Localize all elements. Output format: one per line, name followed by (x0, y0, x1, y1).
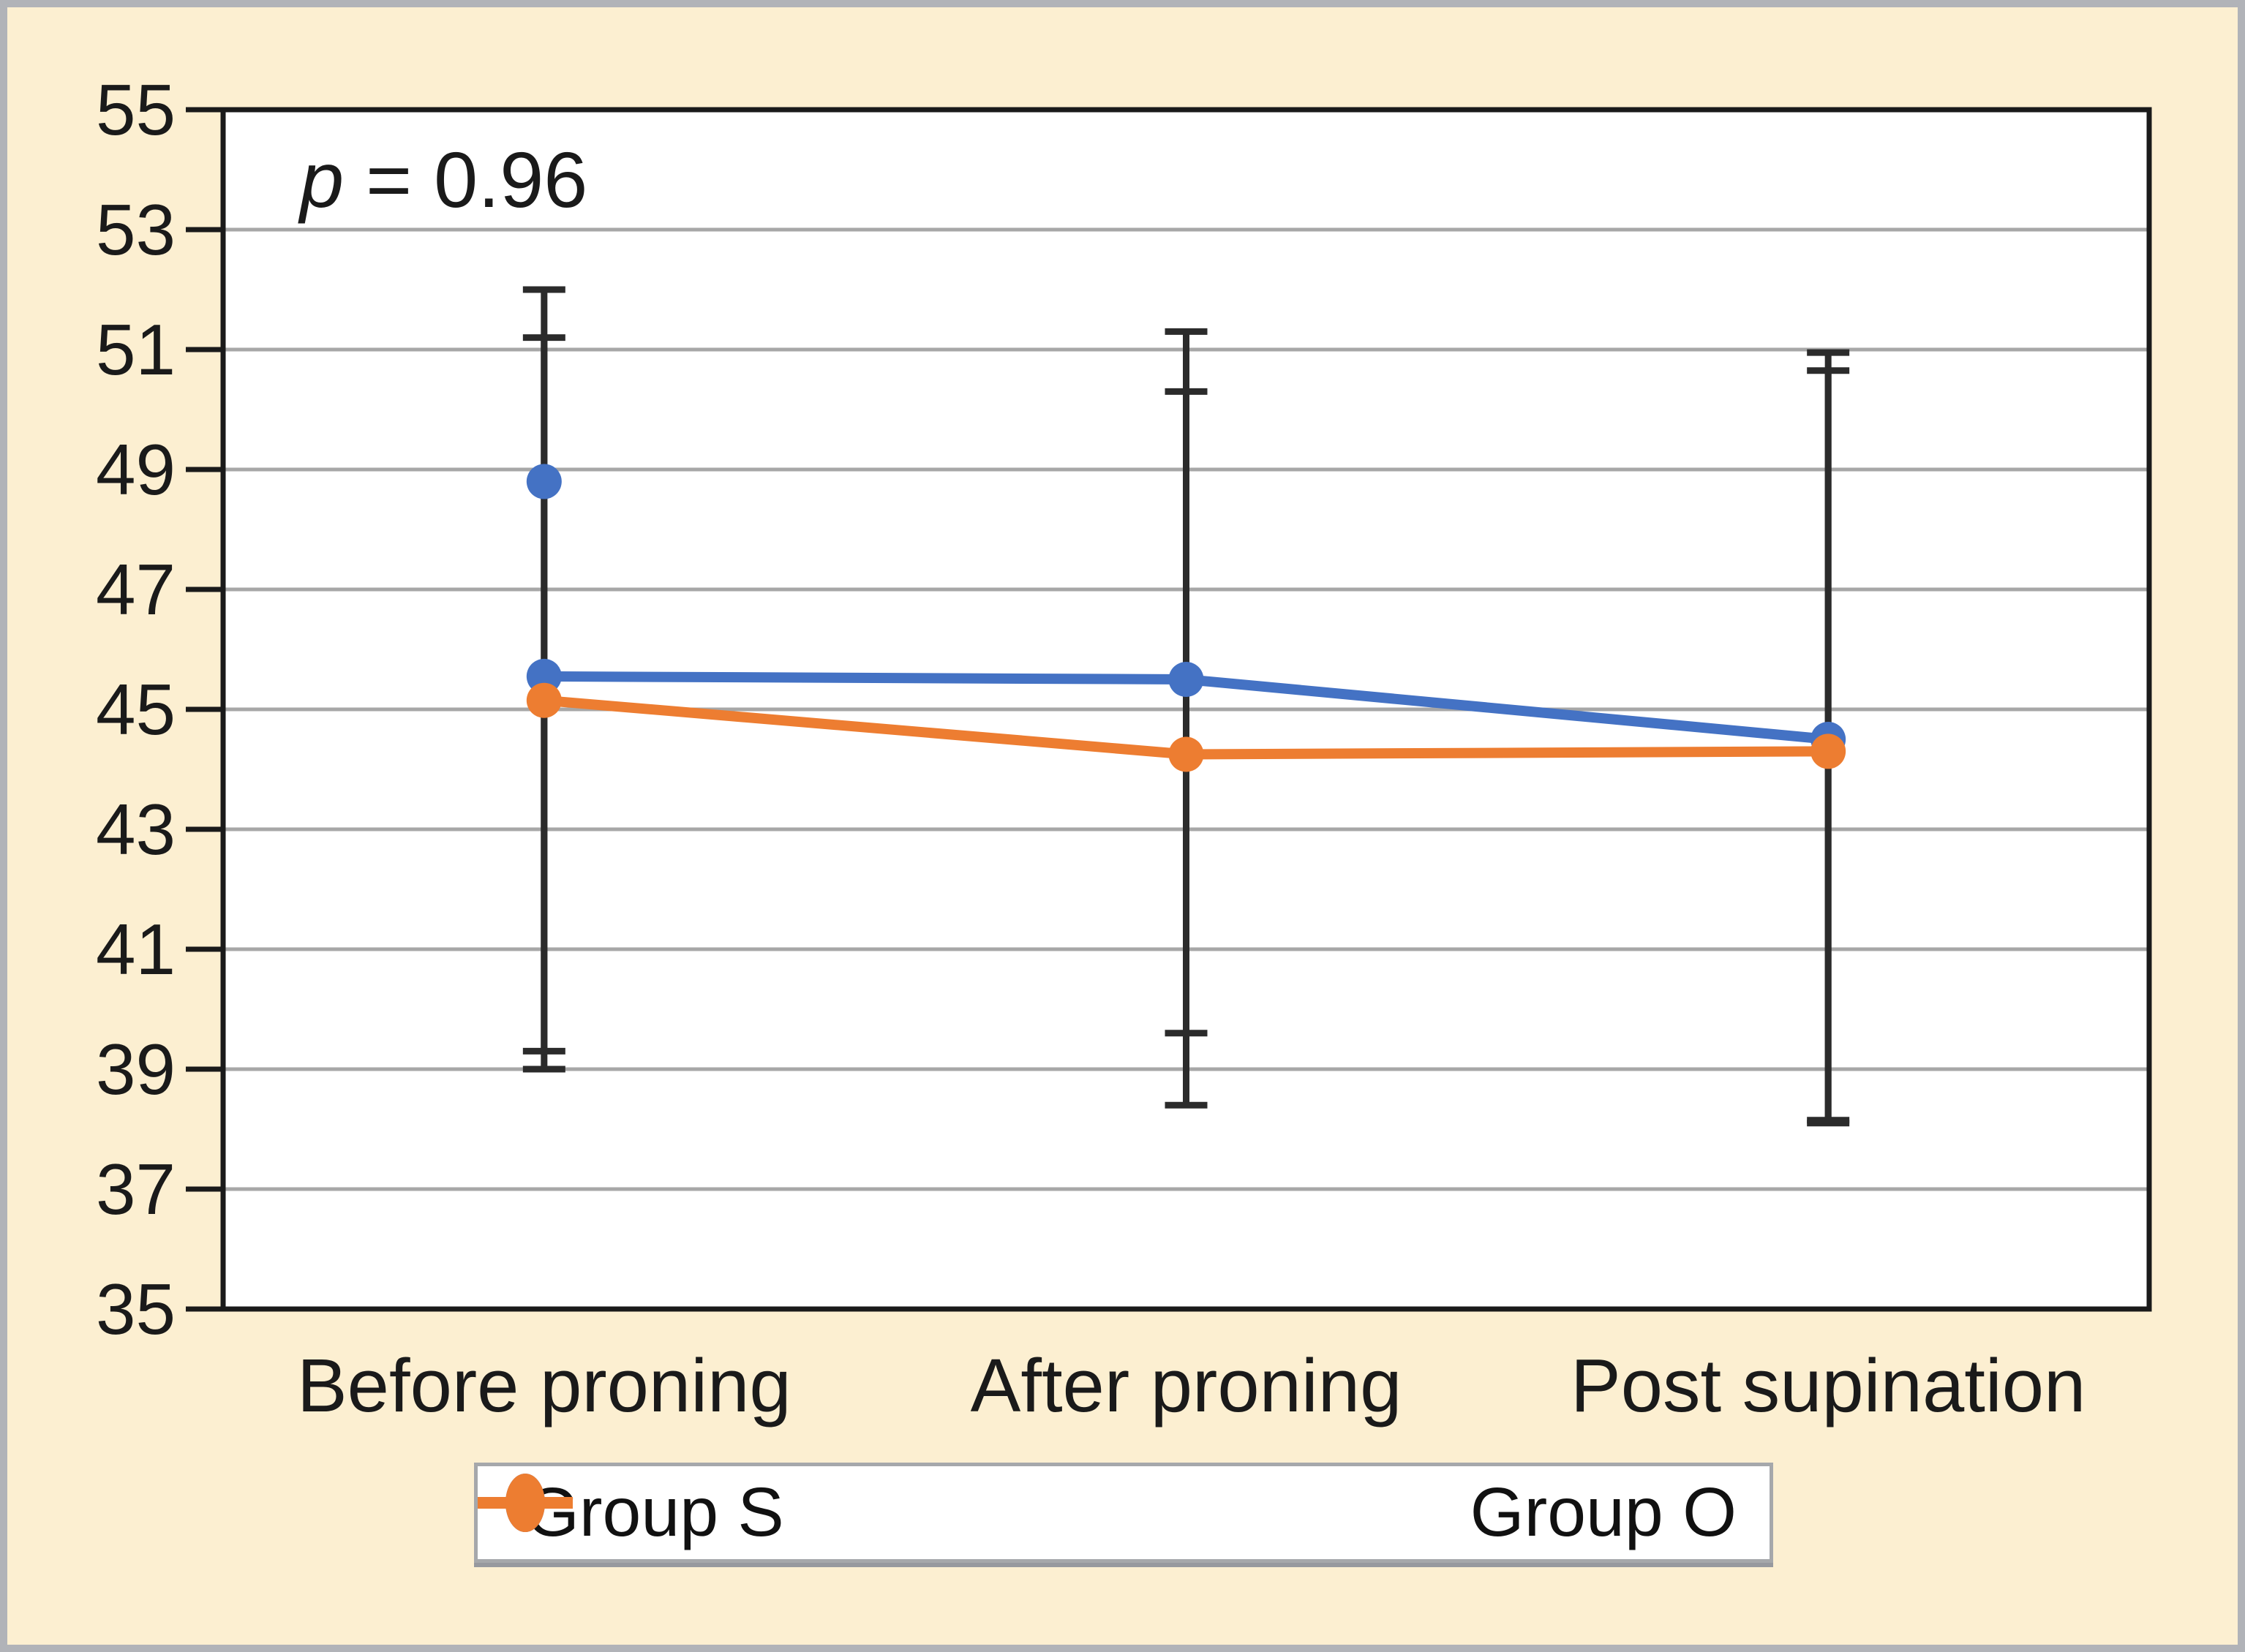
data-point-marker-group-o (1810, 733, 1846, 769)
y-tick-label: 55 (96, 69, 176, 150)
y-tick-label: 43 (96, 789, 176, 870)
outlier-marker (526, 464, 562, 499)
y-tick-label: 53 (96, 189, 176, 270)
legend-label-group-s: Group S (525, 1474, 784, 1551)
plot-border (220, 107, 2152, 1312)
legend-label-group-o: Group O (1470, 1474, 1737, 1551)
legend-item-group-o: Group O (478, 1474, 1737, 1551)
y-tick-label: 49 (96, 429, 176, 510)
y-tick-label: 41 (96, 909, 176, 989)
y-tick-label: 47 (96, 549, 176, 630)
y-tick-label: 45 (96, 669, 176, 750)
group-o-legend-marker-icon (478, 1474, 573, 1532)
data-point-marker-group-s (1168, 662, 1204, 697)
data-point-marker-group-s (526, 658, 562, 694)
y-tick-label: 39 (96, 1029, 176, 1109)
y-tick-label: 51 (96, 309, 176, 390)
p-value-annotation: p = 0.96 (298, 135, 587, 224)
data-point-marker-group-o (526, 682, 562, 718)
y-tick-label: 37 (96, 1149, 176, 1229)
data-point-marker-group-o (1168, 736, 1204, 772)
legend: Group S Group O (474, 1463, 1773, 1563)
x-category-label: Post supination (1571, 1343, 2086, 1427)
y-tick-label: 35 (96, 1269, 176, 1349)
x-category-label: After proning (971, 1343, 1402, 1427)
x-category-label: Before proning (297, 1343, 791, 1427)
